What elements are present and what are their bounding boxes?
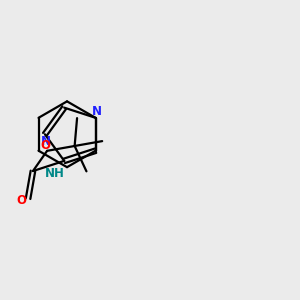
Text: O: O — [17, 194, 27, 206]
Text: O: O — [41, 139, 51, 152]
Text: NH: NH — [45, 167, 65, 180]
Text: N: N — [41, 135, 51, 148]
Text: N: N — [92, 105, 102, 118]
